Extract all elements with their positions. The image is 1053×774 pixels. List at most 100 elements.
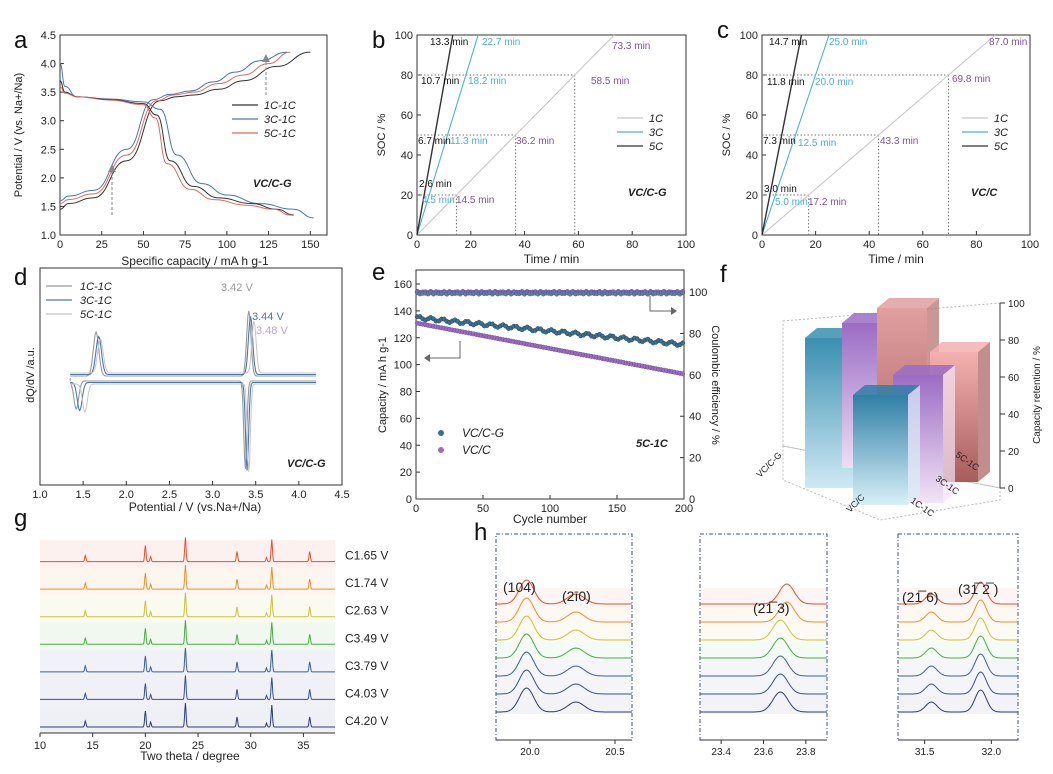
panel-h-peak-label: (21̅ 6)	[902, 589, 939, 605]
panel-e-x-tick: 0	[413, 503, 419, 515]
panel-e-y-tick: 100	[394, 360, 412, 372]
panel-g-x-tick-label: 20	[139, 740, 151, 752]
panel-b-x-tick: 100	[677, 239, 695, 251]
panel-g-pattern-line	[40, 702, 335, 728]
panel-e-legend-marker	[438, 447, 444, 453]
panel-d-peak-label: 3.42 V	[221, 282, 253, 294]
panel-b-legend-label: 1C	[649, 113, 663, 125]
panel-e-legend-marker	[438, 430, 444, 436]
panel-c-x-tick: 80	[970, 239, 982, 251]
panel-h-peak-label: (104)	[503, 579, 536, 595]
panel-e-x-tick: 100	[541, 503, 559, 515]
panel-b-x-tick: 40	[518, 239, 530, 251]
panel-g-series-label: C1.65 V	[345, 549, 388, 563]
panel-f-z-tick-label: 100	[1008, 299, 1025, 310]
panel-f-bar-top	[877, 298, 939, 308]
panel-f-z-tick-label: 20	[1008, 447, 1020, 458]
panel-d-x-tick: 2.0	[119, 489, 134, 501]
panel-e-arrow-left-head	[424, 354, 430, 362]
panel-h-x-tick-label: 20.0	[520, 747, 540, 758]
panel-d-discharge-line	[70, 383, 317, 473]
panel-e-y-tick-right: 0	[689, 494, 695, 506]
panel-b-y-tick: 80	[401, 70, 413, 82]
panel-f-bar-top	[930, 342, 990, 352]
panel-b-legend-label: 5C	[649, 141, 663, 153]
panel-b-label-1c: 14.5 min	[456, 195, 494, 206]
panel-a-x-tick: 50	[137, 239, 149, 251]
panel-b-x-tick: 60	[572, 239, 584, 251]
panel-c-legend-label: 3C	[994, 127, 1008, 139]
panel-e-y-tick-right: 100	[689, 287, 707, 299]
panel-e-x-tick: 150	[608, 503, 626, 515]
panel-c-x-tick: 20	[809, 239, 821, 251]
panel-c-label-1c: 69.8 min	[952, 74, 990, 85]
panel-c-y-tick: 40	[746, 150, 758, 162]
panel-e-axes: 0 50 100 150 2000204060801001201401600204060…	[377, 269, 721, 526]
panel-g-band	[40, 567, 335, 596]
panel-f-zlabel: Capacity retention / %	[1032, 346, 1043, 444]
panel-e-y-tick: 140	[394, 306, 412, 318]
panel-g-x-tick-label: 15	[87, 740, 99, 752]
panel-d-x-tick: 4.5	[334, 489, 349, 501]
panel-letter-h: h	[474, 519, 487, 546]
panel-b-label-1c: 73.3 min	[612, 41, 650, 52]
panel-d-legend-label: 1C-1C	[80, 281, 112, 293]
panel-e-y-tick: 80	[400, 387, 412, 399]
panel-a-legend-label: 1C-1C	[264, 100, 296, 112]
panel-d-charge-line	[70, 316, 317, 376]
panel-h-peak-label: (21̅ 3)	[753, 600, 790, 616]
axes-frame	[39, 267, 343, 486]
panel-a-series-line	[59, 80, 294, 216]
panel-c-label-1c: 43.3 min	[880, 136, 918, 147]
panel-c-x-tick: 100	[1021, 239, 1039, 251]
panel-e-y-tick: 20	[400, 467, 412, 479]
panel-letter-c: c	[717, 17, 729, 44]
panel-g-pattern-line	[40, 620, 335, 645]
panel-d-charge-line	[70, 310, 317, 377]
panel-e-y-tick-right: 20	[689, 453, 701, 465]
panel-e-point	[680, 371, 686, 377]
panel-h-x-tick-label: 23.4	[711, 747, 731, 758]
panel-e-y-tick-right: 40	[689, 411, 701, 423]
panel-a-ylabel: Potential / V (vs. Na+/Na)	[13, 73, 25, 197]
panel-b-label-5c: 6.7 min	[418, 136, 451, 147]
panel-b-x-tick: 0	[414, 239, 420, 251]
panel-a-y-tick: 3.0	[41, 116, 56, 128]
panel-a-arrow-right-head	[262, 54, 270, 62]
panel-g-pattern-line	[40, 565, 335, 590]
panel-letter-g: g	[14, 505, 27, 532]
panel-a-series-line	[59, 51, 287, 202]
panel-b-series-3C	[416, 34, 479, 236]
panel-d-legend-label: 5C-1C	[80, 309, 112, 321]
panel-d-x-tick: 3.5	[248, 489, 263, 501]
panel-h-line	[496, 651, 632, 677]
panel-e-y-tick: 60	[400, 413, 412, 425]
panel-h-line	[496, 633, 632, 659]
panel-c-xlabel: Time / min	[868, 252, 924, 266]
panel-b-label-3c: 22.7 min	[482, 37, 520, 48]
panel-b-y-tick: 20	[401, 190, 413, 202]
panel-b-annotation: VC/C-G	[628, 187, 667, 199]
panel-e-legend-label: VC/C-G	[462, 426, 504, 440]
panel-h-line	[898, 617, 1018, 641]
panel-g-band	[40, 650, 335, 678]
panel-d-peak-label: 3.48 V	[256, 325, 288, 337]
panel-b-label-5c: 13.3 min	[430, 37, 468, 48]
panel-letter-e: e	[372, 259, 385, 286]
panel-b-label-5c: 10.7 min	[421, 76, 459, 87]
panel-h-band	[497, 696, 631, 714]
panel-b-label-1c: 58.5 min	[591, 76, 629, 87]
panel-h-line	[700, 673, 827, 695]
panel-g-pattern-line	[40, 647, 335, 673]
panel-a-x-tick: 125	[259, 239, 277, 251]
panel-e-series-1	[414, 320, 686, 377]
panel-c-x-tick: 40	[863, 239, 875, 251]
panel-a-series-line	[59, 85, 291, 216]
panel-e-x-tick: 200	[675, 503, 693, 515]
panel-a-series-line	[59, 51, 311, 210]
panel-a-legend-label: 3C-1C	[264, 114, 296, 126]
panel-h-band	[701, 696, 826, 714]
panel-h-line	[898, 599, 1018, 623]
panel-g-band	[40, 595, 335, 623]
panel-h-x-tick-label: 23.6	[754, 747, 774, 758]
